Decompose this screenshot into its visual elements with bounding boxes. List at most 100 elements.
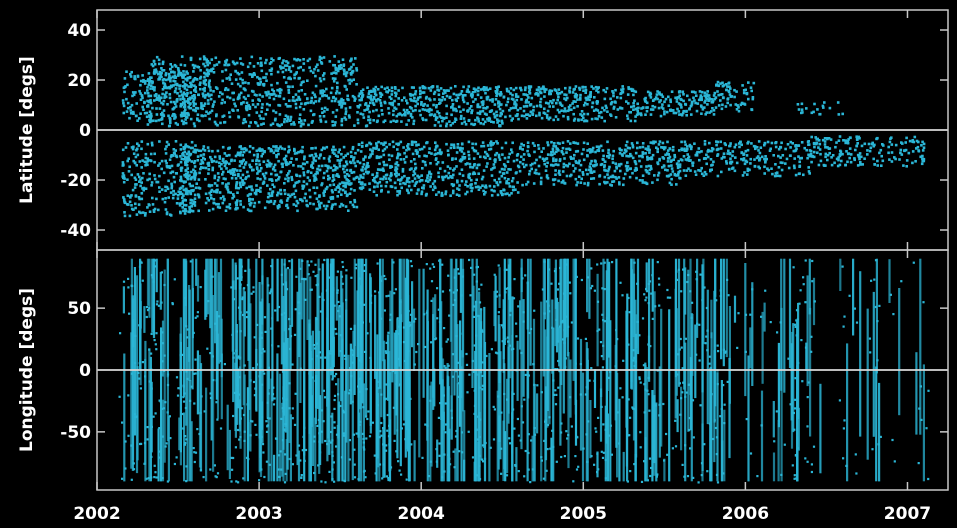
latitude-point: [189, 106, 193, 110]
latitude-point: [359, 175, 363, 179]
latitude-point: [652, 141, 655, 145]
latitude-point: [860, 155, 863, 159]
latitude-point: [500, 191, 503, 195]
latitude-point: [406, 177, 409, 180]
latitude-point: [553, 142, 556, 145]
latitude-point: [464, 183, 467, 186]
latitude-point: [302, 108, 306, 111]
latitude-point: [233, 168, 237, 171]
latitude-point: [457, 93, 461, 97]
latitude-point: [822, 163, 826, 167]
longitude-point: [327, 276, 331, 279]
latitude-point: [501, 153, 504, 156]
latitude-point: [394, 166, 398, 169]
latitude-point: [172, 113, 176, 116]
latitude-point: [428, 170, 431, 174]
latitude-point: [284, 154, 288, 158]
latitude-point: [823, 140, 827, 143]
longitude-point: [153, 339, 156, 342]
latitude-point: [747, 81, 750, 84]
latitude-point: [182, 158, 186, 161]
longitude-point: [313, 435, 316, 438]
longitude-point: [335, 445, 338, 448]
longitude-point: [175, 456, 178, 459]
latitude-point: [453, 167, 456, 170]
latitude-point: [702, 157, 706, 160]
latitude-point: [470, 95, 474, 99]
latitude-point: [320, 182, 324, 185]
latitude-point: [586, 181, 590, 185]
latitude-point: [579, 96, 582, 100]
latitude-point: [253, 201, 257, 205]
latitude-point: [683, 149, 687, 152]
latitude-point: [488, 87, 492, 90]
latitude-point: [627, 86, 630, 89]
latitude-point: [139, 178, 142, 181]
latitude-point: [161, 111, 164, 115]
latitude-point: [221, 92, 224, 96]
latitude-point: [713, 91, 717, 95]
latitude-point: [288, 85, 291, 89]
latitude-point: [182, 112, 185, 116]
latitude-point: [318, 55, 322, 59]
latitude-point: [630, 89, 634, 92]
latitude-point: [640, 107, 643, 110]
latitude-point: [564, 98, 568, 102]
latitude-point: [495, 94, 498, 98]
latitude-point: [483, 112, 487, 116]
latitude-point: [225, 77, 229, 80]
latitude-point: [252, 65, 256, 68]
latitude-point: [188, 76, 192, 79]
latitude-point: [210, 158, 213, 161]
latitude-point: [709, 168, 712, 172]
latitude-point: [271, 122, 275, 125]
latitude-point: [234, 186, 238, 190]
latitude-point: [133, 186, 137, 189]
latitude-point: [350, 70, 354, 74]
latitude-point: [268, 103, 271, 107]
latitude-point: [182, 154, 185, 157]
latitude-point: [533, 144, 536, 147]
latitude-point: [248, 163, 251, 167]
latitude-point: [606, 173, 609, 176]
latitude-point: [174, 105, 178, 108]
latitude-point: [216, 179, 220, 182]
latitude-point: [332, 178, 336, 181]
latitude-point: [475, 178, 478, 182]
latitude-point: [389, 178, 392, 182]
latitude-point: [474, 118, 477, 122]
latitude-point: [186, 145, 189, 148]
latitude-point: [609, 97, 612, 101]
longitude-point: [138, 324, 141, 327]
latitude-point: [242, 205, 245, 209]
longitude-point: [258, 479, 261, 482]
longitude-point: [150, 332, 153, 335]
latitude-point: [495, 151, 499, 155]
latitude-point: [146, 86, 149, 89]
latitude-point: [289, 118, 292, 121]
latitude-point: [524, 101, 528, 104]
longitude-point: [253, 336, 256, 339]
latitude-point: [686, 153, 689, 156]
latitude-point: [337, 100, 340, 103]
latitude-point: [712, 160, 715, 164]
longitude-point: [122, 280, 126, 283]
latitude-point: [638, 154, 641, 158]
latitude-point: [283, 118, 286, 121]
latitude-point: [184, 108, 187, 111]
latitude-point: [187, 210, 190, 213]
longitude-point: [130, 284, 133, 287]
latitude-point: [402, 108, 406, 112]
longitude-point: [209, 352, 212, 355]
latitude-point: [598, 111, 601, 115]
latitude-point: [876, 159, 879, 163]
latitude-point: [488, 148, 491, 151]
latitude-point: [716, 154, 719, 157]
latitude-point: [740, 151, 744, 154]
longitude-point: [300, 474, 303, 477]
longitude-point: [331, 378, 334, 381]
latitude-point: [239, 62, 243, 65]
latitude-point: [134, 114, 138, 118]
latitude-point: [844, 141, 847, 145]
longitude-point: [279, 450, 282, 453]
